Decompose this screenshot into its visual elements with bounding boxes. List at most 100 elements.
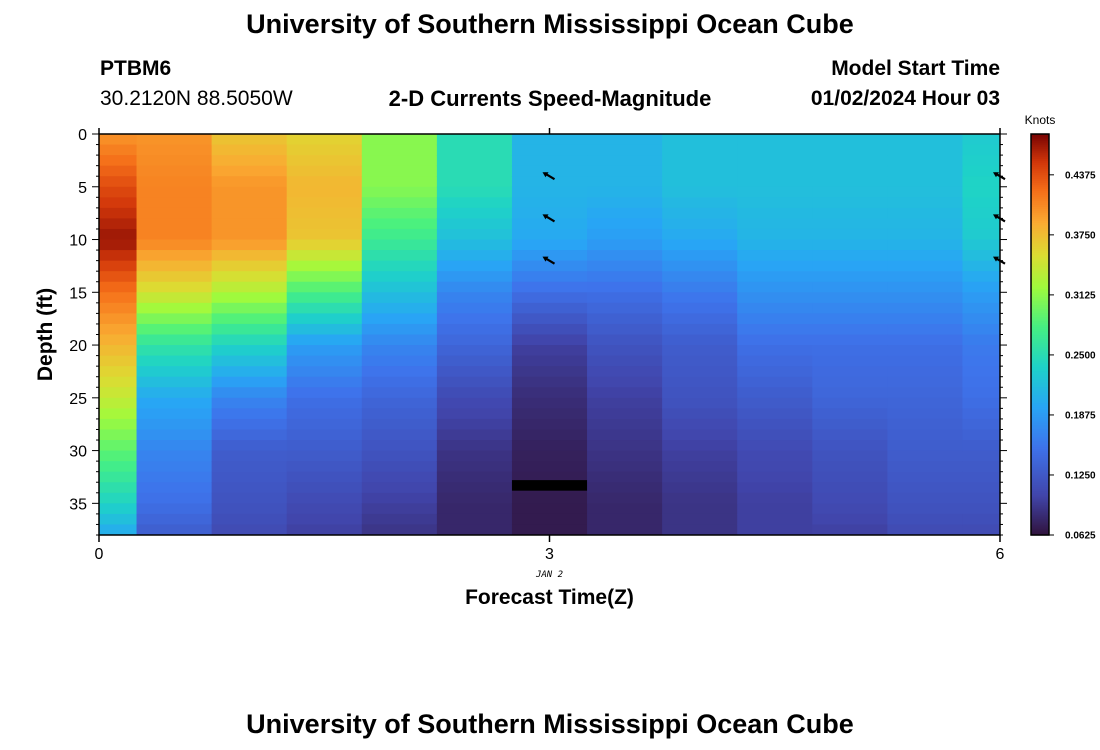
heatmap-cell xyxy=(662,418,738,431)
heatmap-cell xyxy=(962,186,1000,198)
heatmap-cell xyxy=(436,482,513,494)
heatmap-cell xyxy=(136,218,213,230)
colorbar-tick-label: 0.0625 xyxy=(1065,531,1096,542)
colorbar-segment xyxy=(1031,276,1049,279)
heatmap-cell xyxy=(662,313,738,325)
heatmap-cell xyxy=(587,176,663,188)
heatmap-cell xyxy=(436,418,513,431)
heatmap-cell xyxy=(737,366,813,378)
colorbar-segment xyxy=(1031,256,1049,259)
heatmap-cell xyxy=(99,271,138,283)
heatmap-cell xyxy=(99,376,138,388)
heatmap-cell xyxy=(587,292,663,304)
heatmap-cell xyxy=(737,334,813,346)
heatmap-cell xyxy=(511,155,588,167)
heatmap-cell xyxy=(737,397,813,409)
heatmap-cell xyxy=(99,471,138,483)
heatmap-cell xyxy=(511,323,588,336)
colorbar-segment xyxy=(1031,270,1049,273)
colorbar-tick-label: 0.3750 xyxy=(1065,230,1096,241)
heatmap-cell xyxy=(361,323,438,336)
heatmap-cell xyxy=(286,366,363,378)
heatmap-cell xyxy=(662,281,738,293)
colorbar-segment xyxy=(1031,278,1049,281)
heatmap-cell xyxy=(99,366,138,378)
current-vector-head xyxy=(542,256,549,262)
heatmap-cell xyxy=(99,302,138,314)
heatmap-cell xyxy=(211,461,288,473)
colorbar-segment xyxy=(1031,430,1049,434)
colorbar-segment xyxy=(1031,476,1049,480)
heatmap-cell xyxy=(286,239,363,251)
station-coords: 30.2120N 88.5050W xyxy=(100,87,293,110)
heatmap-cell xyxy=(99,228,138,241)
heatmap-cell xyxy=(136,345,213,357)
heatmap-cell xyxy=(737,323,813,336)
heatmap-cell xyxy=(511,239,588,251)
colorbar-segment xyxy=(1031,486,1049,490)
colorbar-segment xyxy=(1031,516,1049,520)
heatmap-cell xyxy=(587,376,663,388)
heatmap-cell xyxy=(662,482,738,494)
colorbar-segment xyxy=(1031,196,1049,199)
heatmap-cell xyxy=(99,334,138,346)
heatmap-cell xyxy=(211,334,288,346)
heatmap-cell xyxy=(812,461,888,473)
colorbar-segment xyxy=(1031,356,1049,360)
colorbar-segment xyxy=(1031,402,1049,406)
heatmap-cell xyxy=(662,165,738,177)
heatmap-cell xyxy=(662,355,738,367)
heatmap-cell xyxy=(662,429,738,441)
heatmap-cell xyxy=(812,250,888,262)
heatmap-cell xyxy=(962,134,1000,146)
heatmap-cell xyxy=(436,155,513,167)
colorbar-segment xyxy=(1031,494,1049,498)
colorbar-segment xyxy=(1031,360,1049,364)
heatmap-cell xyxy=(99,165,138,177)
heatmap-cell xyxy=(99,218,138,230)
heatmap-cell xyxy=(361,492,438,504)
heatmap-cell xyxy=(662,524,738,535)
heatmap-cell xyxy=(286,334,363,346)
heatmap-cell xyxy=(286,408,363,420)
colorbar-segment xyxy=(1031,502,1049,506)
heatmap-cell xyxy=(812,524,888,535)
heatmap-cell xyxy=(962,429,1000,441)
heatmap-cell xyxy=(286,176,363,188)
page-title: University of Southern Mississippi Ocean… xyxy=(246,9,854,39)
heatmap-cell xyxy=(99,260,138,272)
x-tick-label: 6 xyxy=(996,546,1005,563)
heatmap-cell xyxy=(361,429,438,441)
heatmap-cell xyxy=(887,397,964,409)
colorbar-segment xyxy=(1031,386,1049,390)
colorbar-segment xyxy=(1031,406,1049,410)
heatmap-cell xyxy=(812,165,888,177)
heatmap-cell xyxy=(812,482,888,494)
heatmap-cell xyxy=(511,271,588,283)
heatmap-cell xyxy=(887,144,964,156)
colorbar-segment xyxy=(1031,414,1049,418)
heatmap-cell xyxy=(286,197,363,209)
heatmap-cell xyxy=(587,165,663,177)
heatmap-cell xyxy=(587,228,663,241)
heatmap-cell xyxy=(361,397,438,409)
heatmap-cell xyxy=(361,440,438,452)
heatmap-cell xyxy=(99,207,138,220)
colorbar-segment xyxy=(1031,390,1049,394)
heatmap-cell xyxy=(887,271,964,283)
heatmap-cell xyxy=(136,492,213,504)
heatmap-cell xyxy=(99,418,138,431)
colorbar-segment xyxy=(1031,160,1049,163)
heatmap-cell xyxy=(737,492,813,504)
heatmap-cell xyxy=(962,313,1000,325)
heatmap-cell xyxy=(737,461,813,473)
colorbar-segment xyxy=(1031,324,1049,328)
colorbar-segment xyxy=(1031,462,1049,466)
colorbar-segment xyxy=(1031,432,1049,436)
heatmap-cell xyxy=(436,239,513,251)
heatmap-cell xyxy=(887,165,964,177)
heatmap-cell xyxy=(737,376,813,388)
colorbar-segment xyxy=(1031,364,1049,368)
heatmap-cell xyxy=(436,144,513,156)
heatmap-cell xyxy=(361,408,438,420)
